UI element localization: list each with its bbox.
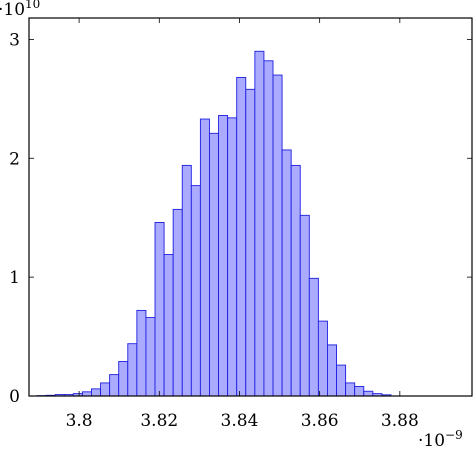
histogram-bar [281, 149, 292, 397]
y-tick-label: 2 [9, 149, 20, 169]
histogram-bar [345, 382, 356, 397]
histogram-bar [336, 364, 347, 397]
histogram-bar [172, 208, 183, 397]
histogram-bar [254, 50, 265, 397]
x-tick-label: 3.88 [381, 411, 419, 431]
y-tick-label: 3 [9, 30, 20, 50]
histogram-bar [327, 344, 337, 397]
x-tick-label: 3.8 [66, 411, 93, 431]
histogram-bar [100, 382, 111, 397]
histogram-bar [218, 115, 229, 397]
x-multiplier-base: ·10 [418, 431, 445, 451]
histogram-bar [363, 390, 374, 397]
histogram-bar [317, 320, 328, 397]
histogram-bar [145, 317, 156, 397]
histogram-bar [154, 222, 165, 397]
histogram-bar [209, 132, 219, 397]
histogram-bar [299, 214, 310, 397]
histogram-bar [272, 74, 283, 397]
histogram-bar [199, 118, 210, 397]
histogram-bar [354, 386, 365, 397]
histogram-bar [163, 254, 174, 397]
histogram-bar [245, 88, 256, 397]
axis-frame [28, 17, 473, 397]
x-multiplier-exponent: −9 [445, 428, 463, 442]
histogram-bar [308, 277, 319, 397]
x-tick-label: 3.86 [301, 411, 339, 431]
y-tick-label: 0 [9, 387, 20, 407]
x-multiplier: ·10−9 [418, 428, 463, 451]
y-multiplier-exponent: 10 [25, 0, 40, 11]
histogram-bar [109, 374, 120, 397]
histogram-bar [190, 185, 201, 397]
histogram-bar [236, 76, 247, 397]
histogram-bar [263, 60, 274, 397]
bars-group [36, 50, 392, 397]
y-tick-label: 1 [9, 268, 20, 288]
histogram-bar [181, 164, 192, 397]
y-multiplier-base: ·10 [0, 0, 25, 20]
histogram-bar [290, 164, 301, 397]
histogram-bar [136, 309, 147, 397]
histogram-bar [118, 361, 129, 397]
histogram-bar [81, 391, 92, 397]
histogram-bar [127, 343, 138, 397]
y-multiplier: ·1010 [0, 0, 40, 20]
x-tick-label: 3.84 [221, 411, 259, 431]
tick-labels-group: 3.8 3.82 3.84 3.86 3.88 0 1 2 3 [9, 30, 419, 431]
x-tick-label: 3.82 [140, 411, 178, 431]
histogram-bar [227, 117, 238, 397]
histogram-bar [91, 388, 102, 397]
